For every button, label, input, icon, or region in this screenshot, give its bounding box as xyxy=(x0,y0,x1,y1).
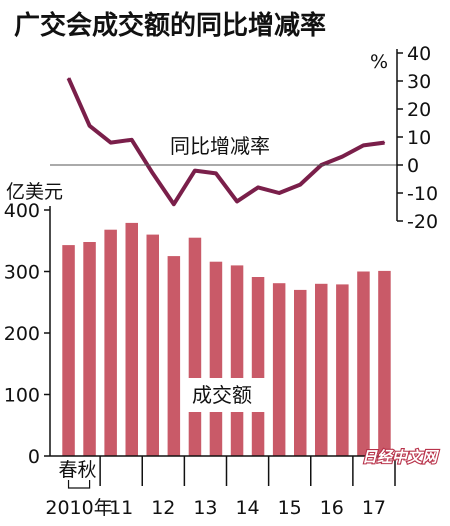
bar-y-tick-label: 300 xyxy=(4,262,40,284)
bar xyxy=(336,284,349,456)
bar xyxy=(294,289,307,456)
rate-y-tick-label: 10 xyxy=(407,127,431,149)
rate-line xyxy=(66,77,385,207)
rate-y-tick-label: 30 xyxy=(407,71,431,93)
bar xyxy=(357,271,370,456)
bar xyxy=(167,256,181,456)
x-year-label: 17 xyxy=(362,497,386,519)
x-year-label: 15 xyxy=(278,497,302,519)
bar-series-label: 成交额 xyxy=(192,383,252,407)
rate-point xyxy=(131,139,133,141)
season-bracket xyxy=(67,480,91,489)
bar xyxy=(315,283,328,456)
bar xyxy=(146,234,159,456)
x-year-label: 13 xyxy=(193,497,217,519)
bar-y-tick-label: 200 xyxy=(4,323,40,345)
rate-y-tick-label: 0 xyxy=(407,155,419,177)
bar-series xyxy=(62,222,391,456)
rate-point xyxy=(341,156,343,158)
bar xyxy=(104,229,117,456)
x-year-label: 14 xyxy=(235,497,259,519)
bar-y-tick-label: 0 xyxy=(28,446,40,468)
bar xyxy=(125,222,138,456)
rate-point xyxy=(173,203,175,205)
rate-y-tick-label: 40 xyxy=(407,43,431,65)
bar xyxy=(209,261,223,456)
bar xyxy=(62,245,75,456)
line-series-label-background xyxy=(168,128,302,158)
bar xyxy=(378,270,391,456)
bar xyxy=(83,242,96,456)
bar xyxy=(230,265,244,456)
bar xyxy=(272,283,286,456)
rate-point xyxy=(67,77,70,79)
rate-y-tick-label: -10 xyxy=(407,183,438,205)
bar-series-label-background xyxy=(188,378,272,412)
rate-point xyxy=(152,172,154,174)
rate-point xyxy=(236,200,238,202)
rate-y-tick-label: -20 xyxy=(407,211,438,233)
bar xyxy=(251,277,265,456)
rate-point xyxy=(383,142,386,144)
rate-point xyxy=(278,192,280,194)
bar-axis-unit: 亿美元 xyxy=(6,181,63,203)
watermark: 日经中文网 xyxy=(362,448,440,466)
line-axis-unit: % xyxy=(370,51,388,73)
rate-point xyxy=(110,142,112,144)
bar-y-tick-label: 400 xyxy=(4,200,40,222)
bar-y-tick-label: 100 xyxy=(4,385,40,407)
rate-y-tick-label: 20 xyxy=(407,99,431,121)
line-series-label: 同比增减率 xyxy=(170,134,270,158)
x-year-label: 12 xyxy=(151,497,175,519)
season-label: 春秋 xyxy=(59,459,97,481)
x-year-label: 2010年 xyxy=(45,497,112,519)
rate-point xyxy=(299,184,301,186)
rate-point xyxy=(194,170,196,172)
x-year-label: 11 xyxy=(109,497,133,519)
rate-point xyxy=(257,186,259,188)
rate-point xyxy=(362,144,364,146)
rate-point xyxy=(215,172,217,174)
chart-title: 广交会成交额的同比增减率 xyxy=(14,10,326,41)
rate-point xyxy=(89,125,91,127)
x-year-label: 16 xyxy=(320,497,344,519)
bar xyxy=(188,237,202,456)
